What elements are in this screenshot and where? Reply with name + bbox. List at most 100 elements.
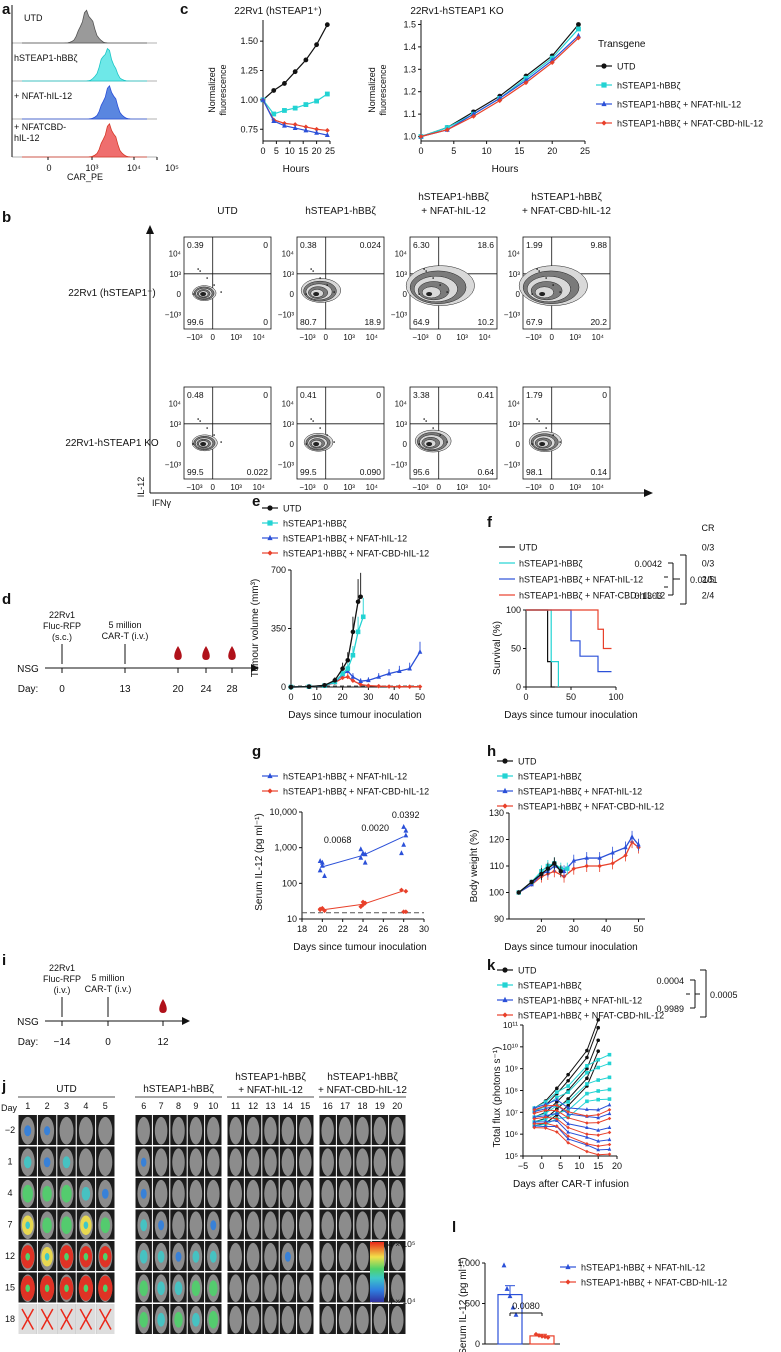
quadrant-value: 64.9 (413, 317, 430, 327)
mouse-body (78, 1148, 93, 1177)
data-point (629, 834, 635, 839)
data-point (358, 594, 363, 600)
y-tick-label: 1.4 (403, 42, 416, 52)
timeline-label: CAR-T (i.v.) (102, 631, 149, 641)
data-point (314, 129, 319, 135)
data-point (596, 1144, 600, 1148)
y-tick-label: 10⁷ (505, 1107, 518, 1117)
cr-value: 0/3 (702, 543, 715, 553)
data-point (585, 1134, 589, 1139)
data-point (566, 1109, 570, 1114)
x-tick-label: 5 (274, 146, 279, 156)
data-point (350, 652, 356, 658)
event-dot (197, 418, 199, 420)
legend-marker (502, 758, 508, 764)
data-point (596, 1065, 600, 1070)
x-tick-label: 10³ (569, 333, 581, 342)
event-dot (199, 270, 201, 272)
data-point (566, 1116, 570, 1120)
contour-core (539, 442, 546, 447)
data-point (397, 668, 402, 673)
legend-marker (502, 803, 508, 809)
y-tick-label: 10⁴ (395, 400, 408, 409)
contour-core (426, 442, 433, 447)
bioluminescence-signal (140, 1219, 148, 1232)
c-legend-entry: hSTEAP1-hBBζ + NFAT-CBD-hIL-12 (617, 119, 763, 129)
data-point (566, 1136, 570, 1141)
data-point (566, 1129, 570, 1134)
data-point (271, 111, 277, 117)
data-point (345, 666, 351, 671)
x-tick-label: 10⁴ (479, 483, 492, 492)
day-value: 0 (59, 684, 65, 695)
data-point (376, 683, 382, 689)
group-title: + NFAT-hIL-12 (238, 1085, 303, 1096)
quadrant-value: 0.64 (477, 467, 494, 477)
data-point (552, 861, 557, 866)
quadrant-value: 20.2 (590, 317, 607, 327)
legend-marker (601, 63, 607, 69)
column-title: UTD (217, 206, 238, 217)
data-point (596, 1025, 600, 1030)
data-point (324, 132, 330, 138)
p-value: 0.9989 (656, 1004, 684, 1014)
panel-letter-c: c (180, 1, 188, 18)
histogram-2 (22, 84, 147, 120)
mouse-body (264, 1305, 277, 1334)
day-value: 0 (105, 1037, 111, 1048)
day-value: 15 (5, 1283, 15, 1293)
data-point (607, 1142, 612, 1147)
deceased-mark (79, 1308, 93, 1330)
bioluminescence-signal (139, 1249, 148, 1264)
e-legend-entry: hSTEAP1-hBBζ + NFAT-CBD-hIL-12 (283, 549, 429, 559)
bioluminescence-signal (191, 1280, 201, 1297)
event-dot (425, 420, 427, 422)
data-point (585, 1076, 589, 1081)
data-point (532, 1121, 537, 1126)
group-title: + NFAT-CBD-hIL-12 (318, 1085, 407, 1096)
day-header: Day (1, 1103, 18, 1113)
data-point (596, 1038, 600, 1043)
data-point (282, 122, 287, 128)
y-tick-label: 0 (281, 682, 286, 692)
cr-value: 0/3 (702, 559, 715, 569)
mouse-id: 7 (159, 1101, 164, 1111)
data-point (565, 866, 570, 871)
group-title: UTD (56, 1084, 77, 1095)
event-dot (213, 284, 215, 286)
day-value: 4 (7, 1188, 12, 1198)
bioluminescence-signal (23, 1156, 32, 1169)
mouse-body (356, 1148, 369, 1177)
x-tick-label: 0 (436, 483, 441, 492)
data-point (597, 855, 602, 860)
mouse-id: 5 (103, 1101, 108, 1111)
data-point (539, 871, 544, 877)
quadrant-value: 3.38 (413, 390, 430, 400)
y-tick-label: 1.00 (240, 95, 258, 105)
timeline-label: (s.c.) (52, 632, 72, 642)
event-dot (446, 291, 448, 293)
mouse-body (281, 1148, 295, 1177)
data-point (585, 1107, 589, 1111)
data-point (322, 873, 327, 878)
deceased-mark (60, 1308, 73, 1330)
event-dot (552, 284, 554, 286)
signal-core (44, 1252, 50, 1261)
bioluminescence-signal (62, 1156, 71, 1169)
mouse-body (373, 1211, 387, 1240)
data-point (303, 57, 309, 63)
signal-core (64, 1252, 69, 1261)
c-legend-entry: UTD (617, 62, 636, 72)
y-tick-label: 10,000 (269, 807, 297, 817)
data-point (418, 134, 424, 139)
colorbar (370, 1242, 384, 1302)
data-point (314, 98, 319, 104)
flow-plot (183, 236, 272, 330)
x-axis-label: Days since tumour inoculation (504, 942, 637, 953)
blood-draw-icon (159, 999, 167, 1013)
bioluminescence-signal (157, 1281, 165, 1296)
mouse-trace (534, 1019, 599, 1109)
x-tick-label: 30 (419, 924, 429, 934)
panel-letter-a: a (2, 1, 11, 18)
